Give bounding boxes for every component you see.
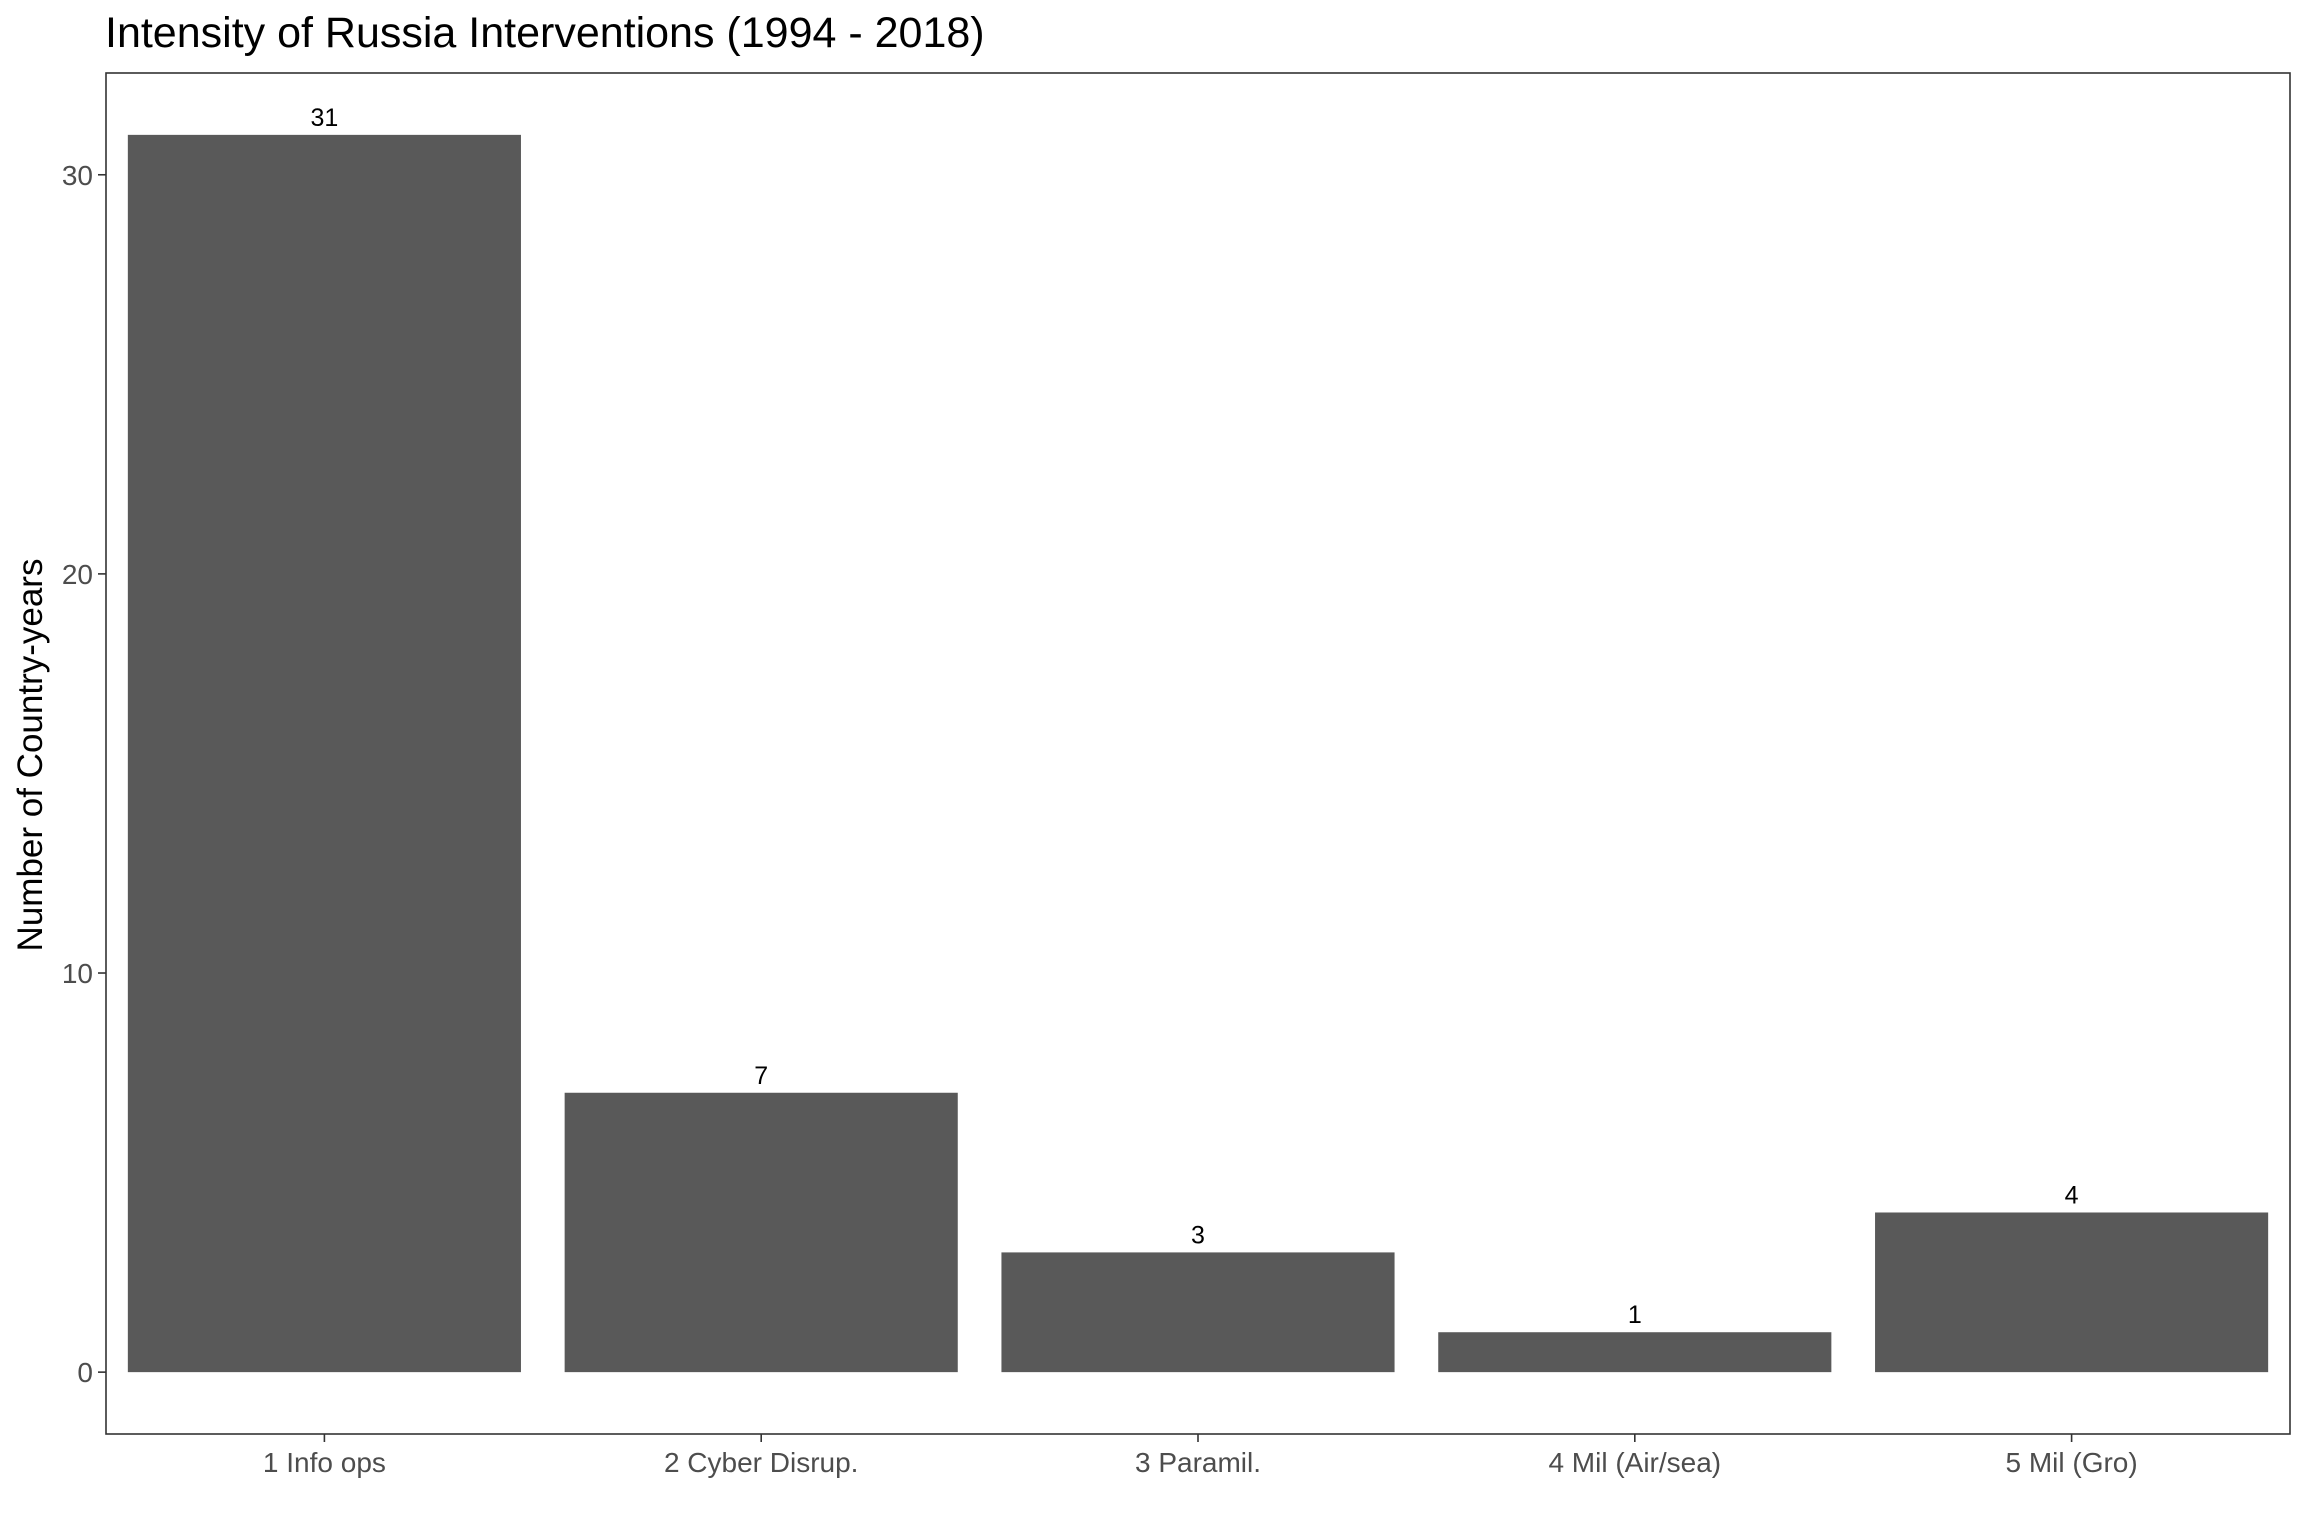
y-axis-title: Number of Country-years [11,559,50,952]
bar-value-label: 1 [1628,1301,1642,1329]
bar [127,134,521,1373]
y-tick-label: 20 [62,559,93,590]
y-tick-label: 30 [62,160,93,191]
bar [1001,1252,1395,1373]
y-axis: 0 10 20 30 [62,160,106,1388]
x-tick-label: 1 Info ops [263,1447,386,1478]
bar [564,1092,958,1373]
x-tick-label: 3 Paramil. [1135,1447,1261,1478]
bar-value-label: 7 [754,1062,768,1090]
y-tick-label: 10 [62,958,93,989]
bars-layer [127,134,2269,1373]
chart-title: Intensity of Russia Interventions (1994 … [105,9,985,57]
bar [1438,1332,1832,1373]
bar [1875,1212,2269,1373]
bar-value-label: 4 [2065,1181,2079,1209]
x-tick-label: 5 Mil (Gro) [2005,1447,2137,1478]
x-tick-label: 2 Cyber Disrup. [664,1447,859,1478]
bar-value-label: 31 [310,104,338,132]
panel-border [105,72,2291,1435]
y-tick-label: 0 [77,1357,93,1388]
x-axis: 1 Info ops 2 Cyber Disrup. 3 Paramil. 4 Mil… [263,1434,2138,1478]
x-tick-label: 4 Mil (Air/sea) [1548,1447,1721,1478]
bar-value-label: 3 [1191,1221,1205,1249]
